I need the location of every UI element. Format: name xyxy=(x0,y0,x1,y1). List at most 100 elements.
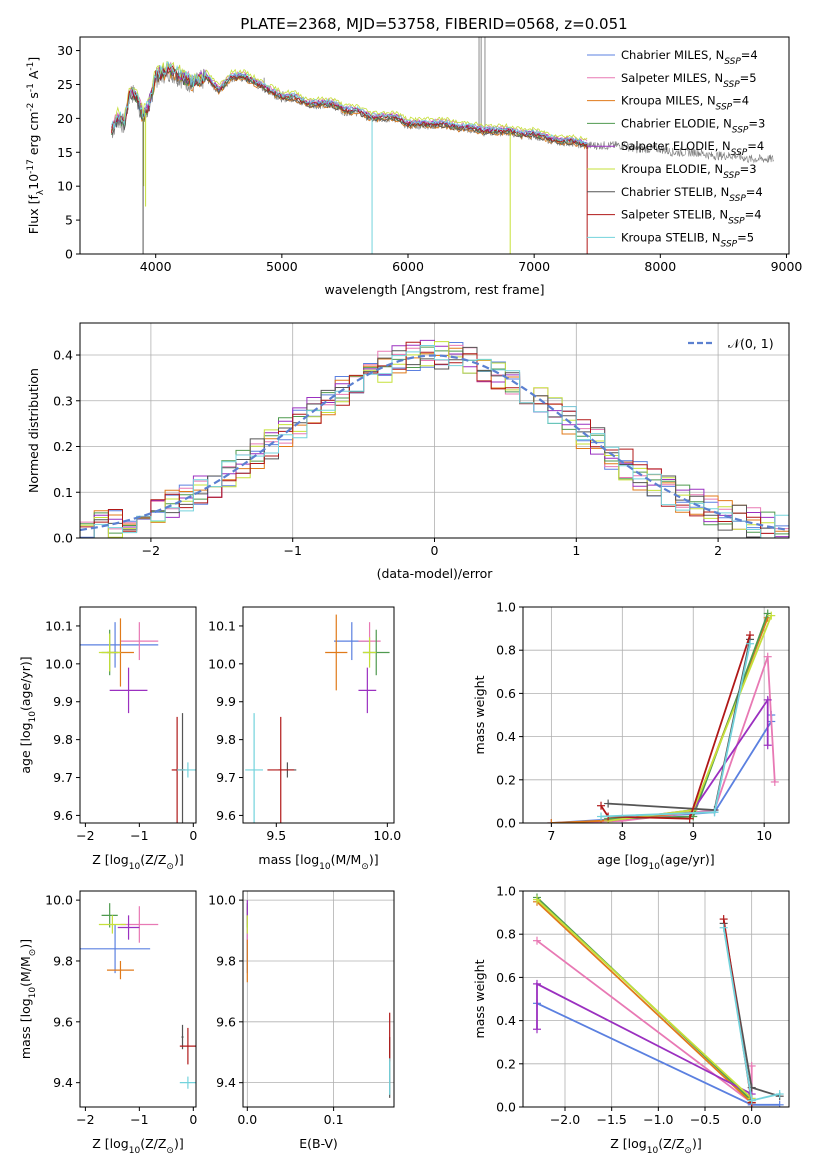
plot-area xyxy=(533,893,784,1107)
x-tick-label: 9000 xyxy=(771,259,803,274)
label-part: ⊙ xyxy=(361,862,369,872)
label-part: )] xyxy=(18,939,33,949)
mass-weight-marker xyxy=(770,777,779,786)
label-part: ⊙ xyxy=(166,862,174,872)
label-part: =3 xyxy=(740,162,757,176)
label-part: )] xyxy=(369,852,379,867)
label-part: -1 xyxy=(26,62,36,71)
x-axis-label: Z [log10(Z/Z⊙)] xyxy=(92,852,183,872)
mass-weight-marker xyxy=(710,808,719,817)
mass-weight-marker xyxy=(604,799,613,808)
y-tick-label: 10.0 xyxy=(208,893,236,908)
mass-weight-marker xyxy=(719,923,728,932)
label-part: λ xyxy=(36,189,46,195)
legend-entry: Kroupa MILES, NSSP=4 xyxy=(621,94,749,113)
label-part: ] xyxy=(26,57,41,62)
legend-entry: Salpeter MILES, NSSP=5 xyxy=(621,71,757,90)
label-part: (M/M xyxy=(18,956,33,987)
y-tick-label: 25 xyxy=(57,77,73,92)
x-tick-label: −1 xyxy=(130,828,148,843)
residual-histogram xyxy=(80,345,789,538)
panel-4: 9.5 10.0 9.6 9.7 9.8 9.9 10.0 10.1 mass [log10(M… xyxy=(208,606,401,872)
x-tick-label: 7000 xyxy=(518,259,550,274)
x-tick-label: 1 xyxy=(572,543,580,558)
plot-area xyxy=(547,609,779,823)
legend-entry: Chabrier STELIB, NSSP=4 xyxy=(621,185,763,204)
label-part: Chabrier MILES, N xyxy=(621,48,724,62)
label-part: =4 xyxy=(745,208,762,222)
y-tick-label: 0.3 xyxy=(53,393,73,408)
y-axis-label: Normed distribution xyxy=(26,368,41,493)
label-part: =5 xyxy=(740,71,757,85)
label-part: ⊙ xyxy=(684,1146,692,1156)
x-tick-label: 8 xyxy=(618,828,626,843)
mass-weight-line xyxy=(536,898,753,1100)
y-tick-label: 0.4 xyxy=(496,729,516,744)
x-tick-label: 4000 xyxy=(140,259,172,274)
label-part: )] xyxy=(174,852,184,867)
y-tick-label: 15 xyxy=(57,145,73,160)
label-part: SSP xyxy=(731,148,748,158)
panel-6: −2 −1 09.49.69.810.0Z [log10(Z/Z⊙)]mass [l… xyxy=(18,890,197,1156)
mass-weight-marker xyxy=(597,801,606,810)
mass-weight-marker xyxy=(763,695,772,704)
mass-weight-marker xyxy=(685,814,694,823)
panel-7: 0.0 0.1 9.4 9.6 9.8 10.0 E(B-V) xyxy=(208,890,395,1151)
y-tick-label: 5 xyxy=(65,213,73,228)
x-tick-label: 9.5 xyxy=(266,828,286,843)
y-tick-label: 20 xyxy=(57,111,73,126)
plot-area xyxy=(80,903,196,1089)
y-tick-label: 0.6 xyxy=(496,686,516,701)
panels: 4000 5000 6000 7000 8000 9000051015202530wave… xyxy=(18,36,803,1156)
legend-entry: Chabrier ELODIE, NSSP=3 xyxy=(621,116,765,135)
label-part: -2 xyxy=(26,103,36,112)
y-tick-label: 0.8 xyxy=(496,927,516,942)
axes-frame xyxy=(242,890,395,1108)
y-tick-label: 9.9 xyxy=(216,694,236,709)
y-tick-label: 10.0 xyxy=(45,656,73,671)
x-tick-label: 0 xyxy=(189,1112,197,1127)
y-tick-label: 9.6 xyxy=(216,1014,236,1029)
label-part: mass [log xyxy=(18,998,33,1059)
y-tick-label: 9.8 xyxy=(53,732,73,747)
label-part: erg cm xyxy=(26,112,41,160)
legend-entry: Kroupa STELIB, NSSP=5 xyxy=(621,230,754,249)
mass-weight-marker xyxy=(597,812,606,821)
mass-weight-marker xyxy=(533,895,541,904)
label-part: )] xyxy=(692,1136,702,1151)
x-tick-label: −2 xyxy=(76,1112,94,1127)
x-axis-label: Z [log10(Z/Z⊙)] xyxy=(92,1136,183,1156)
x-tick-label: −1.5 xyxy=(596,1112,626,1127)
label-part: SSP xyxy=(723,80,740,90)
plot-area xyxy=(111,37,774,254)
x-axis-label: wavelength [Angstrom, rest frame] xyxy=(324,282,544,297)
mass-weight-marker xyxy=(747,1096,756,1105)
label-part: 10 xyxy=(26,174,41,190)
plot-area xyxy=(246,900,391,1098)
y-axis-label: age [log10(age/yr)] xyxy=(18,656,38,773)
label-part: SSP xyxy=(732,125,749,135)
label-part: (age/yr)] xyxy=(18,656,33,711)
mass-weight-marker xyxy=(533,979,541,988)
y-tick-label: 0.4 xyxy=(496,1013,516,1028)
mass-weight-marker xyxy=(747,1061,756,1070)
label-part: Z [log xyxy=(92,852,128,867)
panel-8: −2.0 −1.5 −1.0 −0.5 0.0 0.0 0.2 0.4 0.6 0.8 1.0 Z [… xyxy=(472,884,790,1156)
panel-1: 4000 5000 6000 7000 8000 9000 0 5 10 15 20 25 30 wave… xyxy=(26,36,803,297)
mass-weight-marker xyxy=(775,1090,784,1099)
x-tick-label: 10 xyxy=(756,828,772,843)
axes-frame xyxy=(522,606,790,824)
x-tick-label: 9 xyxy=(689,828,697,843)
label-part: age [log xyxy=(18,722,33,773)
y-tick-label: 0.6 xyxy=(496,970,516,985)
axes-frame xyxy=(522,890,790,1108)
panel-3: −2 −1 09.69.79.89.910.010.1Z [log10(Z/Z⊙)]… xyxy=(18,606,197,872)
label-part: Salpeter STELIB, N xyxy=(621,208,728,222)
legend: Chabrier MILES, N SSP =4 Salpeter MILES, NS… xyxy=(587,48,765,249)
panel-2: −2 −1 0 1 2 0.0 0.1 0.2 0.3 0.4 (data-model)/error… xyxy=(26,322,790,581)
y-tick-label: 9.7 xyxy=(53,770,73,785)
label-part: (Z/Z xyxy=(140,852,166,867)
label-part: Chabrier ELODIE, N xyxy=(621,116,732,130)
